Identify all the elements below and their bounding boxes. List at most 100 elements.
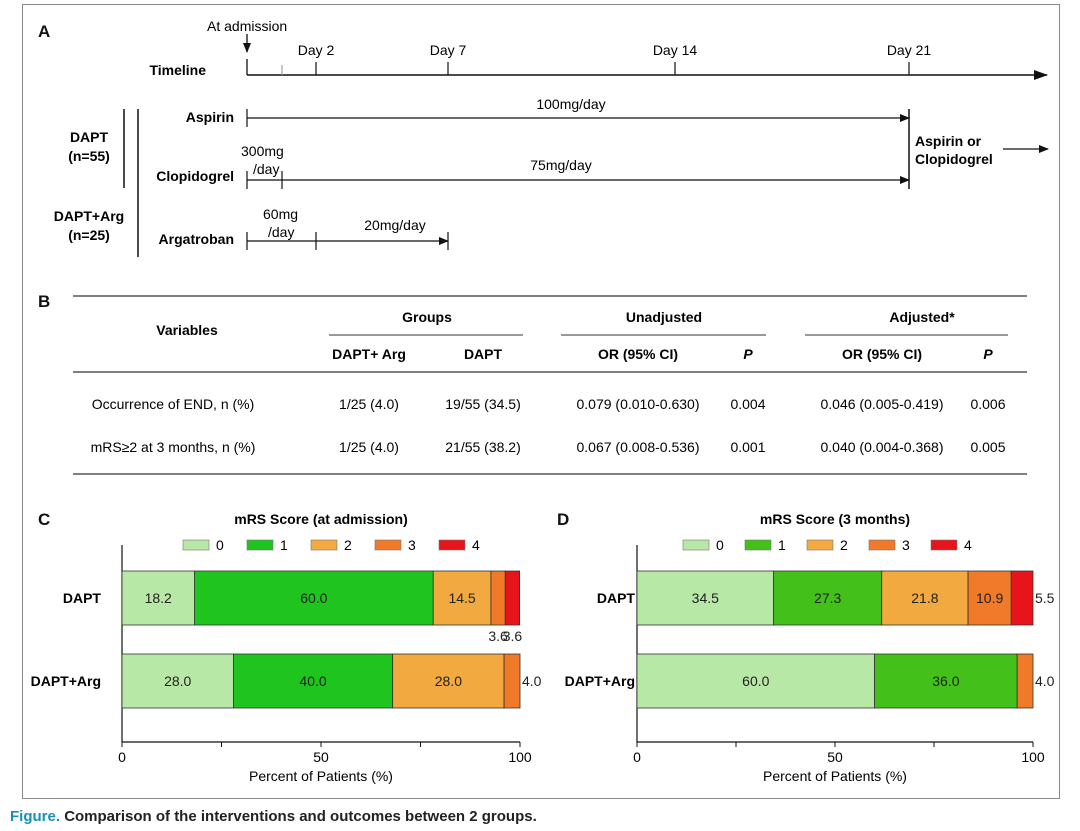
row-or-unadjusted: 0.067 (0.008-0.536): [577, 439, 700, 455]
bar-segment-dapt-arg-3: [503, 653, 521, 709]
panel-b: B Variables Groups Unadjusted Adjusted* …: [38, 292, 1027, 475]
legend-swatch-3: [374, 539, 402, 551]
row-dapt: 19/55 (34.5): [445, 396, 521, 412]
data-label: 3.6: [503, 628, 523, 644]
bar-segment-dapt-2: [881, 570, 969, 626]
data-label: 4.0: [1035, 673, 1055, 689]
panel-letter: C: [38, 510, 50, 529]
clopidogrel-dose: 75mg/day: [530, 157, 591, 173]
bar-segment-dapt-0: [121, 570, 195, 626]
aspirin-label: Aspirin: [186, 109, 234, 125]
legend-swatch-2: [806, 539, 834, 551]
x-tick-label: 50: [827, 749, 843, 765]
data-label: 28.0: [435, 673, 462, 689]
category-label: DAPT: [63, 590, 102, 606]
bar-segment-dapt-1: [194, 570, 434, 626]
data-label: 36.0: [932, 673, 959, 689]
legend-swatch-1: [744, 539, 772, 551]
day-2-label: Day 2: [298, 42, 335, 58]
bar-segment-dapt-2: [432, 570, 492, 626]
legend-swatch-4: [438, 539, 466, 551]
argatroban-loading-unit: /day: [268, 224, 294, 240]
data-label: 60.0: [742, 673, 769, 689]
data-label: 34.5: [692, 590, 719, 606]
clopidogrel-label: Clopidogrel: [156, 168, 234, 184]
day-21-label: Day 21: [887, 42, 932, 58]
x-tick-label: 50: [313, 749, 329, 765]
legend-swatch-3: [868, 539, 896, 551]
data-label: 27.3: [814, 590, 841, 606]
bar-segment-dapt-0: [636, 570, 775, 626]
dapt-arg-group-label: DAPT+Arg: [54, 208, 124, 224]
row-dapt: 21/55 (38.2): [445, 439, 521, 455]
category-label: DAPT+Arg: [565, 673, 635, 689]
row-variable: mRS≥2 at 3 months, n (%): [91, 439, 256, 455]
argatroban-loading-dose: 60mg: [263, 206, 298, 222]
bar-segment-dapt-4: [504, 570, 521, 626]
after-label-line2: Clopidogrel: [915, 151, 993, 167]
legend-label-3: 3: [408, 537, 416, 553]
chart-title: mRS Score (at admission): [234, 511, 408, 527]
x-tick-label: 100: [508, 749, 532, 765]
header-adjusted: Adjusted*: [889, 309, 955, 325]
caption-text: Comparison of the interventions and outc…: [64, 808, 537, 825]
bar-segment-dapt-arg-0: [121, 653, 234, 709]
row-p-adjusted: 0.006: [970, 396, 1005, 412]
data-label: 4.0: [522, 673, 542, 689]
dapt-group-n: (n=55): [68, 148, 110, 164]
x-axis-label: Percent of Patients (%): [249, 768, 393, 784]
data-label: 10.9: [976, 590, 1003, 606]
aspirin-dose: 100mg/day: [536, 96, 605, 112]
after-label-line1: Aspirin or: [915, 133, 982, 149]
panel-b-letter: B: [38, 292, 50, 311]
header-dapt-arg: DAPT+ Arg: [332, 346, 406, 362]
day-7-label: Day 7: [430, 42, 467, 58]
caption-label: Figure.: [10, 808, 61, 825]
data-label: 3.6: [488, 628, 508, 644]
row-p-unadjusted: 0.004: [730, 396, 765, 412]
header-dapt: DAPT: [464, 346, 503, 362]
panel-a: A At admission Timeline Day 2 Day 7 Day …: [38, 18, 1049, 257]
panel-a-letter: A: [38, 22, 50, 41]
category-label: DAPT+Arg: [31, 673, 101, 689]
header-or-unadjusted: OR (95% CI): [598, 346, 678, 362]
legend-label-1: 1: [778, 537, 786, 553]
bar-segment-dapt-arg-1: [874, 653, 1018, 709]
data-label: 18.2: [145, 590, 172, 606]
legend-swatch-0: [182, 539, 210, 551]
header-p-adjusted: P: [983, 346, 993, 362]
argatroban-dose: 20mg/day: [364, 217, 425, 233]
bar-segment-dapt-arg-1: [233, 653, 394, 709]
row-or-adjusted: 0.046 (0.005-0.419): [821, 396, 944, 412]
bar-segment-dapt-1: [773, 570, 883, 626]
x-tick-label: 0: [118, 749, 126, 765]
legend-label-0: 0: [716, 537, 724, 553]
legend-swatch-0: [682, 539, 710, 551]
bar-segment-dapt-4: [1010, 570, 1034, 626]
at-admission-label: At admission: [207, 18, 287, 34]
bar-segment-dapt-3: [967, 570, 1012, 626]
data-label: 60.0: [300, 590, 327, 606]
row-variable: Occurrence of END, n (%): [92, 396, 255, 412]
chart-title: mRS Score (3 months): [760, 511, 910, 527]
figure-caption: Figure. Comparison of the interventions …: [10, 808, 537, 825]
row-or-unadjusted: 0.079 (0.010-0.630): [577, 396, 700, 412]
row-p-adjusted: 0.005: [970, 439, 1005, 455]
x-tick-label: 0: [633, 749, 641, 765]
data-label: 5.5: [1035, 590, 1055, 606]
row-dapt-arg: 1/25 (4.0): [339, 396, 399, 412]
panel-letter: D: [557, 510, 569, 529]
header-unadjusted: Unadjusted: [626, 309, 702, 325]
legend-label-3: 3: [902, 537, 910, 553]
bar-segment-dapt-arg-3: [1016, 653, 1034, 709]
row-or-adjusted: 0.040 (0.004-0.368): [821, 439, 944, 455]
header-variables: Variables: [156, 322, 218, 338]
argatroban-label: Argatroban: [159, 231, 234, 247]
header-groups: Groups: [402, 309, 452, 325]
data-label: 21.8: [911, 590, 938, 606]
timeline-label: Timeline: [149, 62, 206, 78]
data-label: 40.0: [299, 673, 326, 689]
header-p-unadjusted: P: [743, 346, 753, 362]
